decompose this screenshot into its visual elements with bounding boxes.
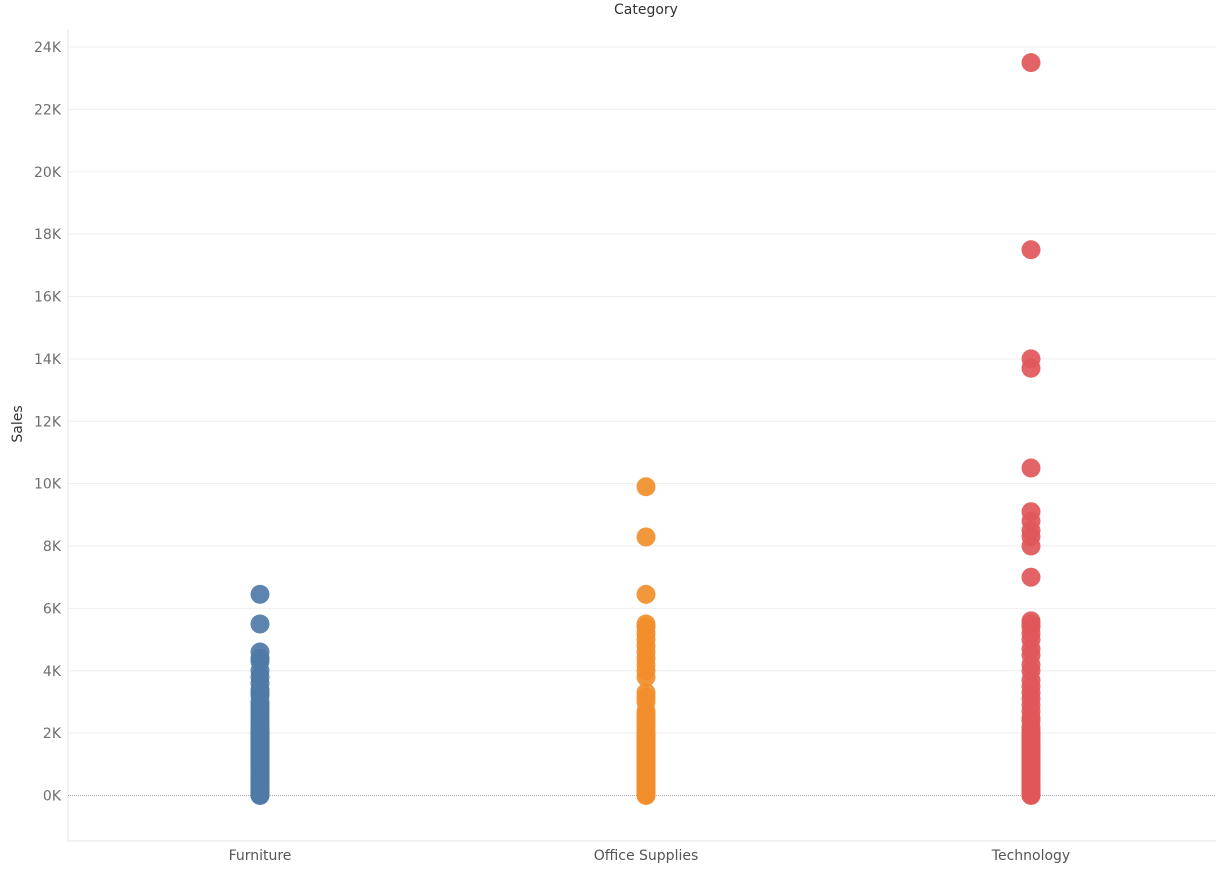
- y-tick-label: 2K: [43, 726, 62, 742]
- y-tick-label: 16K: [34, 290, 62, 306]
- series-technology: [1021, 53, 1041, 805]
- series-office-supplies: [636, 477, 656, 805]
- y-tick-label: 12K: [34, 414, 62, 430]
- data-point[interactable]: [250, 642, 270, 662]
- series-furniture: [250, 584, 270, 805]
- y-tick-label: 22K: [34, 102, 62, 118]
- y-tick-label: 0K: [43, 789, 62, 805]
- x-category-label: Furniture: [229, 848, 292, 864]
- data-point[interactable]: [1021, 349, 1041, 369]
- y-tick-label: 8K: [43, 539, 62, 555]
- data-point[interactable]: [636, 683, 656, 703]
- data-point[interactable]: [636, 614, 656, 634]
- y-tick-label: 14K: [34, 352, 62, 368]
- data-point[interactable]: [636, 527, 656, 547]
- data-point[interactable]: [1021, 240, 1041, 260]
- data-point[interactable]: [250, 584, 270, 604]
- y-axis-title: Sales: [10, 405, 26, 442]
- data-point[interactable]: [636, 477, 656, 497]
- y-tick-label: 24K: [34, 40, 62, 56]
- data-point[interactable]: [1021, 53, 1041, 73]
- y-tick-label: 4K: [43, 664, 62, 680]
- axes: Category Sales: [10, 2, 678, 443]
- y-tick-label: 20K: [34, 165, 62, 181]
- x-axis-title: Category: [614, 2, 678, 18]
- data-point[interactable]: [1021, 502, 1041, 522]
- data-point[interactable]: [1021, 567, 1041, 587]
- data-point[interactable]: [636, 584, 656, 604]
- data-point[interactable]: [1021, 458, 1041, 478]
- category-labels: Furniture Office Supplies Technology: [229, 848, 1071, 864]
- data-points: [250, 53, 1041, 805]
- y-tick-label: 18K: [34, 227, 62, 243]
- x-category-label: Office Supplies: [594, 848, 699, 864]
- data-point[interactable]: [1021, 611, 1041, 631]
- y-tick-label: 6K: [43, 601, 62, 617]
- x-category-label: Technology: [991, 848, 1070, 864]
- y-tick-labels: 0K 2K 4K 6K 8K 10K 12K 14K 16K 18K 20K 22K 24K: [34, 40, 62, 805]
- data-point[interactable]: [250, 614, 270, 634]
- y-tick-label: 10K: [34, 477, 62, 493]
